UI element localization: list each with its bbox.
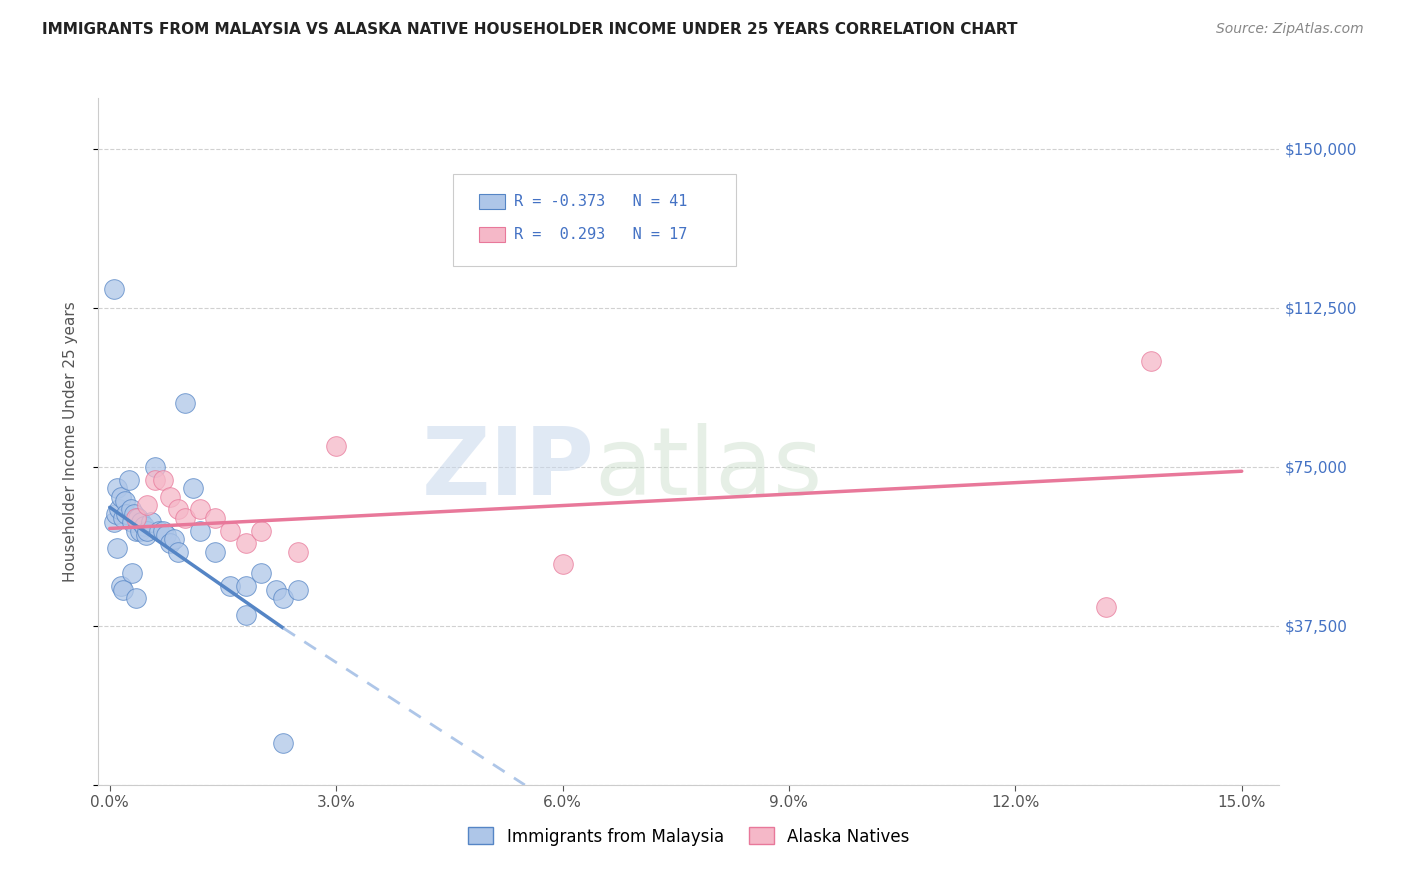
Point xyxy=(122,507,145,521)
Point xyxy=(235,579,257,593)
Point xyxy=(112,582,135,597)
Text: ZIP: ZIP xyxy=(422,423,595,515)
Point xyxy=(152,473,174,487)
Point xyxy=(148,524,170,538)
Point xyxy=(204,545,226,559)
Y-axis label: Householder Income Under 25 years: Householder Income Under 25 years xyxy=(63,301,77,582)
Point xyxy=(235,536,257,550)
Point xyxy=(127,511,149,525)
Point xyxy=(105,481,128,495)
Text: Source: ZipAtlas.com: Source: ZipAtlas.com xyxy=(1216,22,1364,37)
Text: atlas: atlas xyxy=(595,423,823,515)
Point xyxy=(159,536,181,550)
Point xyxy=(121,566,143,580)
Point xyxy=(111,511,134,525)
Point xyxy=(125,591,148,606)
Point xyxy=(121,515,143,529)
Point xyxy=(105,541,128,555)
Point xyxy=(131,515,153,529)
Point xyxy=(204,511,226,525)
Point xyxy=(103,282,125,296)
Point xyxy=(115,507,138,521)
Text: R = -0.373   N = 41: R = -0.373 N = 41 xyxy=(515,194,688,209)
Point xyxy=(159,490,181,504)
Point xyxy=(125,511,148,525)
Point xyxy=(219,579,242,593)
Point xyxy=(114,494,136,508)
Point xyxy=(181,481,204,495)
Point xyxy=(143,460,166,475)
Point xyxy=(136,498,159,512)
Point xyxy=(1095,599,1118,614)
Point xyxy=(174,396,197,410)
Point xyxy=(273,735,295,749)
Point xyxy=(1140,354,1163,368)
Point xyxy=(155,528,177,542)
Point xyxy=(166,502,188,516)
Point xyxy=(129,524,152,538)
Point xyxy=(166,545,188,559)
Point xyxy=(104,507,127,521)
Point xyxy=(174,511,197,525)
Text: R =  0.293   N = 17: R = 0.293 N = 17 xyxy=(515,227,688,242)
FancyBboxPatch shape xyxy=(453,174,737,267)
Point xyxy=(141,515,163,529)
Point xyxy=(551,558,574,572)
Point xyxy=(120,502,142,516)
Point xyxy=(117,473,139,487)
Legend: Immigrants from Malaysia, Alaska Natives: Immigrants from Malaysia, Alaska Natives xyxy=(461,821,917,852)
Point xyxy=(143,473,166,487)
Point xyxy=(110,579,132,593)
Point xyxy=(188,502,211,516)
Point xyxy=(188,524,211,538)
Bar xyxy=(478,227,505,242)
Point xyxy=(287,545,309,559)
Bar xyxy=(478,194,505,209)
Point xyxy=(235,608,257,623)
Point xyxy=(219,524,242,538)
Point xyxy=(249,566,271,580)
Point xyxy=(325,439,347,453)
Point xyxy=(163,532,186,546)
Point xyxy=(152,524,174,538)
Point xyxy=(136,524,159,538)
Point xyxy=(249,524,271,538)
Point xyxy=(287,582,309,597)
Point xyxy=(107,502,129,516)
Point xyxy=(103,515,125,529)
Text: IMMIGRANTS FROM MALAYSIA VS ALASKA NATIVE HOUSEHOLDER INCOME UNDER 25 YEARS CORR: IMMIGRANTS FROM MALAYSIA VS ALASKA NATIV… xyxy=(42,22,1018,37)
Point xyxy=(110,490,132,504)
Point xyxy=(125,524,148,538)
Point xyxy=(273,591,295,606)
Point xyxy=(135,528,157,542)
Point xyxy=(264,582,287,597)
Point xyxy=(132,519,155,533)
